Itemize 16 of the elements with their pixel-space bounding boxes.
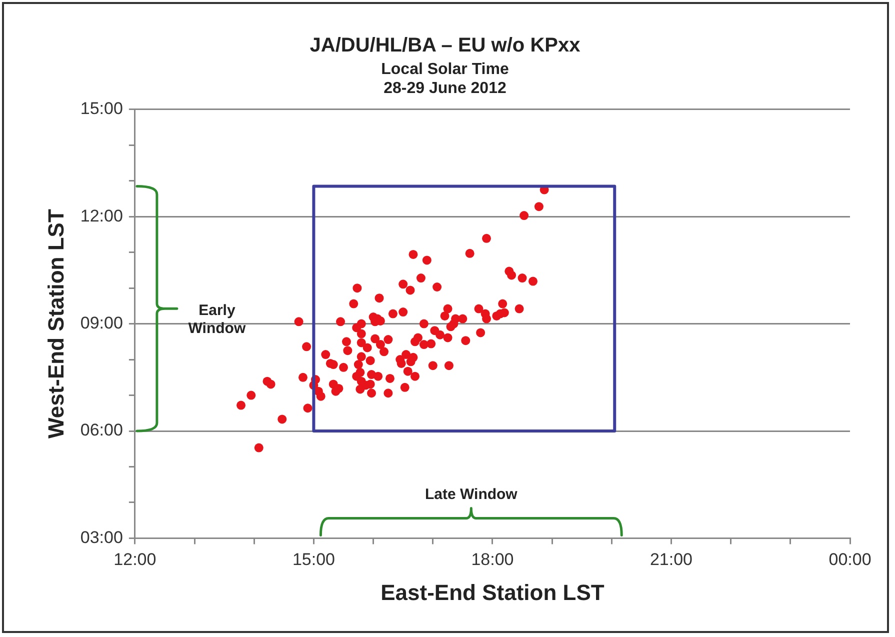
x-tick-label: 15:00 (292, 550, 335, 570)
x-axis-title: East-End Station LST (380, 580, 605, 605)
x-tick-label: 00:00 (828, 550, 872, 570)
y-tick-label: 12:00 (80, 206, 123, 226)
y-axis-title: West-End Station LST (43, 208, 68, 438)
chart-title: JA/DU/HL/BA – EU w/o KPxx (310, 34, 580, 57)
x-tick-label: 18:00 (471, 550, 514, 570)
annotation: Late Window (424, 486, 518, 503)
y-tick-label: 06:00 (80, 420, 123, 440)
x-tick-label: 21:00 (650, 550, 693, 570)
y-tick-label: 09:00 (80, 313, 123, 332)
y-tick-label: 15:00 (80, 99, 123, 118)
y-tick-label: 03:00 (80, 528, 123, 547)
chart-subtitle: Local Solar Time 28-29 June 2012 (381, 61, 509, 98)
annotation: Early Window (188, 302, 246, 337)
x-tick-label: 12:00 (114, 550, 156, 570)
